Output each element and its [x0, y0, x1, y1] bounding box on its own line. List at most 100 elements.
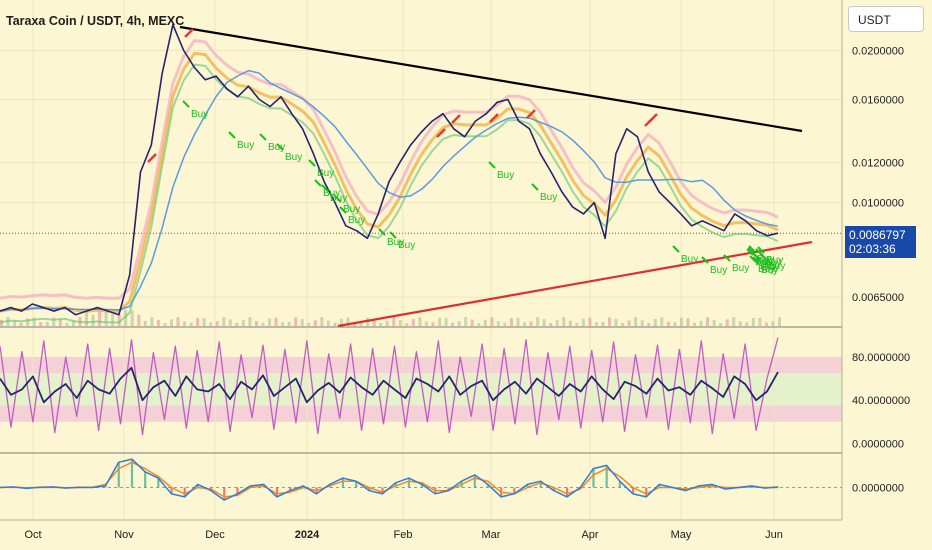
volume-bar [45, 321, 49, 326]
time-axis-label: 2024 [295, 529, 320, 541]
volume-bar [117, 314, 121, 326]
volume-bar [235, 322, 239, 326]
buy-signal-marker [753, 253, 761, 261]
buy-signal-marker [334, 195, 342, 203]
buy-signal-marker [755, 248, 763, 256]
volume-bar [568, 320, 572, 326]
macd-signal-line[interactable] [0, 461, 778, 498]
slow-moving-average[interactable] [0, 69, 779, 312]
volume-bar [738, 321, 742, 326]
stochastic-axis-label: 0.0000000 [852, 438, 904, 450]
buy-signal-marker [314, 179, 322, 187]
volume-bar [287, 321, 291, 326]
macd-line[interactable] [0, 458, 779, 501]
macd-axis-label: 0.0000000 [852, 483, 904, 495]
volume-bar [536, 317, 540, 326]
buy-signal-marker [321, 184, 329, 192]
buy-signal-marker [723, 254, 731, 262]
volume-bar [614, 318, 618, 326]
macd-histogram-bar [249, 485, 252, 488]
buy-signal-label: Buy [764, 257, 781, 268]
currency-selector[interactable]: USDT [848, 6, 924, 32]
volume-bar [418, 317, 422, 326]
macd-histogram-bar [777, 486, 780, 488]
price-axis-label: 0.0200000 [852, 46, 904, 58]
volume-bar [647, 322, 651, 326]
buy-signal-label: Buy [497, 170, 514, 181]
sell-signal-marker [147, 153, 157, 163]
volume-bar [764, 322, 768, 326]
macd-histogram-bar [539, 481, 542, 488]
volume-bar [104, 309, 108, 326]
buy-signal-label: Buy [398, 240, 415, 251]
volume-bar [228, 319, 232, 326]
volume-bar [19, 322, 23, 326]
lower-band-line[interactable] [0, 63, 779, 324]
volume-bar [98, 310, 102, 326]
macd-histogram-bar [592, 468, 595, 488]
fast-moving-average[interactable] [0, 51, 779, 313]
resistance-trendline[interactable] [179, 25, 803, 133]
buy-signal-marker [308, 159, 316, 167]
macd-histogram-bar [236, 487, 239, 494]
volume-bar [307, 322, 311, 326]
volume-bar [222, 317, 226, 326]
volume-bar [241, 319, 245, 326]
macd-histogram-bar [605, 465, 608, 488]
buy-signal-label: Buy [710, 265, 727, 276]
volume-bar [385, 320, 389, 326]
volume-bar [523, 322, 527, 326]
axes [0, 0, 843, 521]
buy-signal-label: Buy [348, 215, 365, 226]
support-trendline[interactable] [337, 240, 813, 328]
macd-histogram-bar [130, 459, 134, 488]
macd-histogram-bar [157, 478, 160, 488]
buy-signal-label: Buy [756, 256, 773, 267]
volume-bar [209, 322, 213, 326]
volume-bar [725, 319, 729, 326]
upper-band-line[interactable] [0, 39, 779, 300]
volume-bar [32, 317, 36, 326]
volume-bar [300, 319, 304, 326]
volume-bar [771, 321, 775, 326]
volume-bar [660, 317, 664, 326]
volume-bar [359, 322, 363, 326]
sell-signal-marker [451, 114, 461, 124]
volume-bar [65, 322, 69, 326]
macd-histogram-bar [658, 484, 661, 488]
price-line[interactable] [0, 23, 779, 316]
stochastic-axis-label: 80.0000000 [852, 352, 910, 364]
volume-bar [372, 318, 376, 326]
volume-bar [601, 321, 605, 326]
macd-histogram-bar [170, 487, 173, 494]
volume-bar [111, 313, 115, 326]
volume-bar [130, 310, 134, 326]
volume-bar [379, 322, 383, 326]
volume-bar [124, 309, 128, 326]
macd-histogram-bar [697, 485, 701, 488]
macd-histogram-bar [618, 481, 621, 488]
volume-bar [575, 322, 579, 326]
volume-bar [405, 322, 409, 326]
volume-bar [457, 321, 461, 326]
sell-signal-marker [648, 113, 658, 123]
buy-signal-marker [182, 100, 190, 108]
volume-bar [84, 312, 88, 326]
volume-bar [549, 322, 553, 326]
price-axis-label: 0.0100000 [852, 198, 904, 210]
buy-signal-label: Buy [237, 140, 254, 151]
trendlines [179, 25, 813, 328]
sell-signal-marker [436, 128, 446, 138]
macd-histogram-bar [104, 485, 107, 488]
macd-histogram-bar [645, 487, 648, 497]
stochastic-k-line[interactable] [0, 366, 779, 404]
volume-bar [581, 318, 585, 326]
buy-signal-marker [531, 183, 539, 191]
buy-signal-label: Buy [343, 204, 360, 215]
buy-signal-label: Buy [681, 254, 698, 265]
buy-signal-marker [752, 256, 760, 264]
macd-histogram-bar [368, 487, 371, 491]
volume-bar [326, 320, 330, 326]
